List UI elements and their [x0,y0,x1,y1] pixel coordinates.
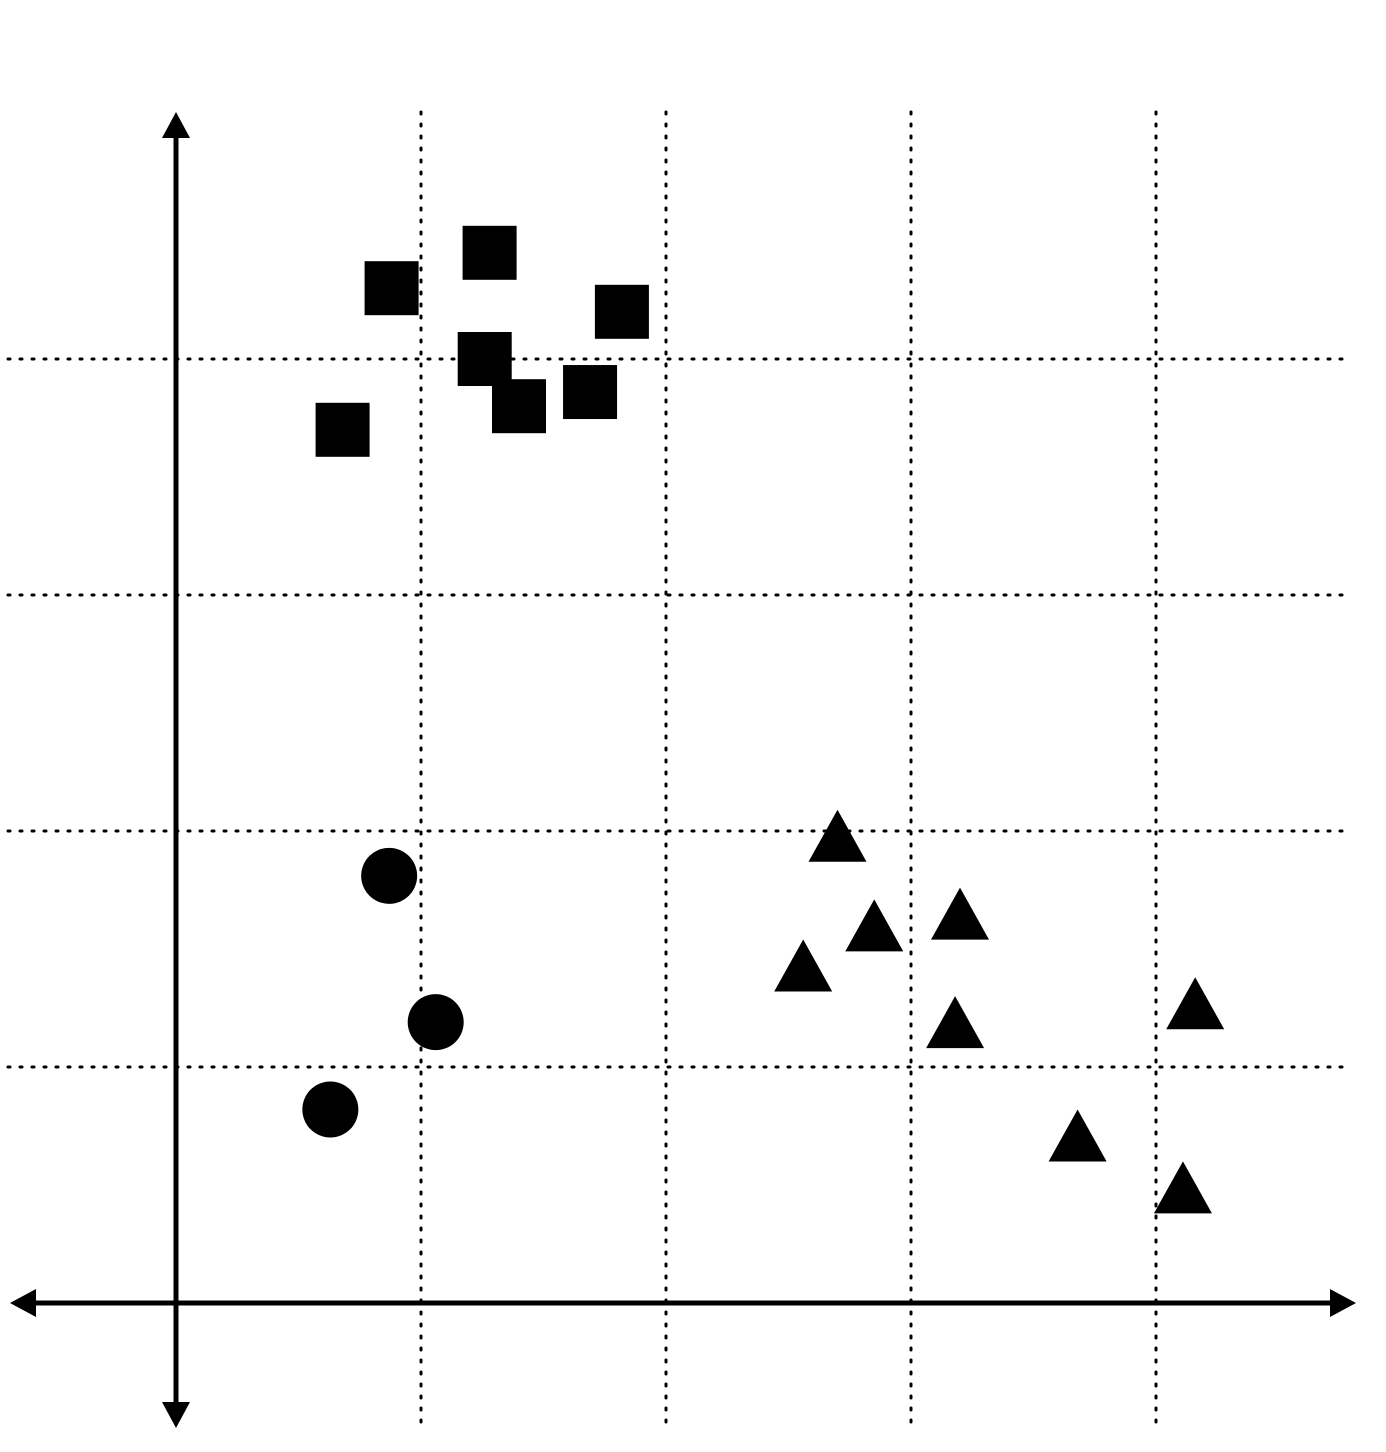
y-axis-arrow-down [162,1402,190,1428]
triangle-point [774,939,833,992]
square-point [492,379,546,434]
triangle-point [845,899,904,952]
y-axis-arrow-up [162,112,190,138]
square-point [563,365,618,420]
circle-point [361,847,418,904]
square-point [315,402,370,457]
gridlines [6,110,1354,1432]
circle-point [302,1081,359,1138]
triangle-point [926,996,985,1049]
triangle-point [1048,1109,1107,1162]
data-points [302,225,1225,1214]
square-point [457,332,512,386]
triangle-point [1166,977,1225,1030]
axes [10,112,1356,1428]
x-axis-arrow-left [10,1289,36,1317]
square-point [462,225,517,280]
triangle-point [1153,1161,1212,1214]
triangle-point [808,809,867,862]
circle-point [407,994,464,1051]
square-point [364,261,419,316]
x-axis-arrow-right [1330,1289,1356,1317]
square-point [594,284,649,339]
triangle-point [931,887,989,940]
